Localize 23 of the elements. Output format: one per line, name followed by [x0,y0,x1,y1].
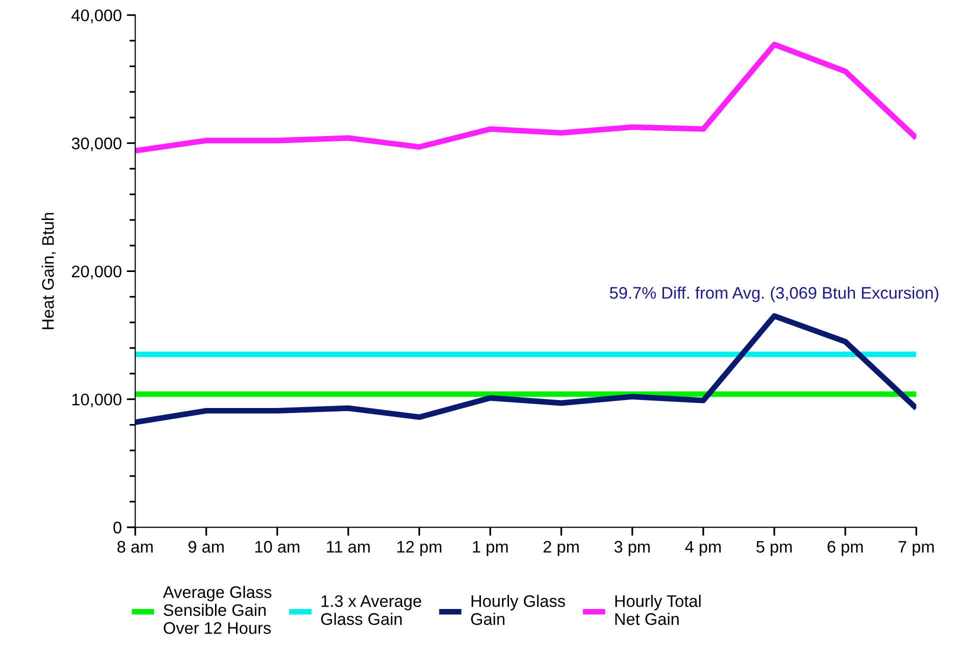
x-tick-label: 10 am [255,540,300,553]
x-tick-label: 3 pm [614,540,650,556]
x-tick-label: 9 am [188,540,224,553]
legend-label: Hourly Total Net Gain [615,594,701,625]
y-tick-label: 30,000 [72,138,122,152]
x-tick-label: 11 am [326,541,370,553]
x-tick-label: 6 pm [828,540,863,556]
legend-label: Hourly Glass Gain [471,594,566,625]
legend-label: Average Glass Sensible Gain Over 12 Hours [162,586,272,634]
y-tick-label: 40,000 [71,9,122,24]
x-tick-label: 12 pm [397,540,442,556]
x-tick-label: 2 pm [544,540,579,556]
x-tick-label: 8 am [117,540,153,553]
y-tick-label: 10,000 [72,394,122,408]
y-tick-label: 0 [113,522,122,534]
x-tick-label: 4 pm [685,541,721,556]
x-tick-label: 7 pm [898,541,934,556]
x-tick-label: 1 pm [473,541,508,556]
y-axis-title: Heat Gain, Btuh [42,212,56,330]
y-tick-label: 20,000 [72,266,122,280]
annotation: 59.7% Diff. from Avg. (3,069 Btuh Excursion) [610,286,938,302]
legend-label: 1.3 x Average Glass Gain [321,595,422,625]
x-tick-label: 5 pm [756,541,792,556]
